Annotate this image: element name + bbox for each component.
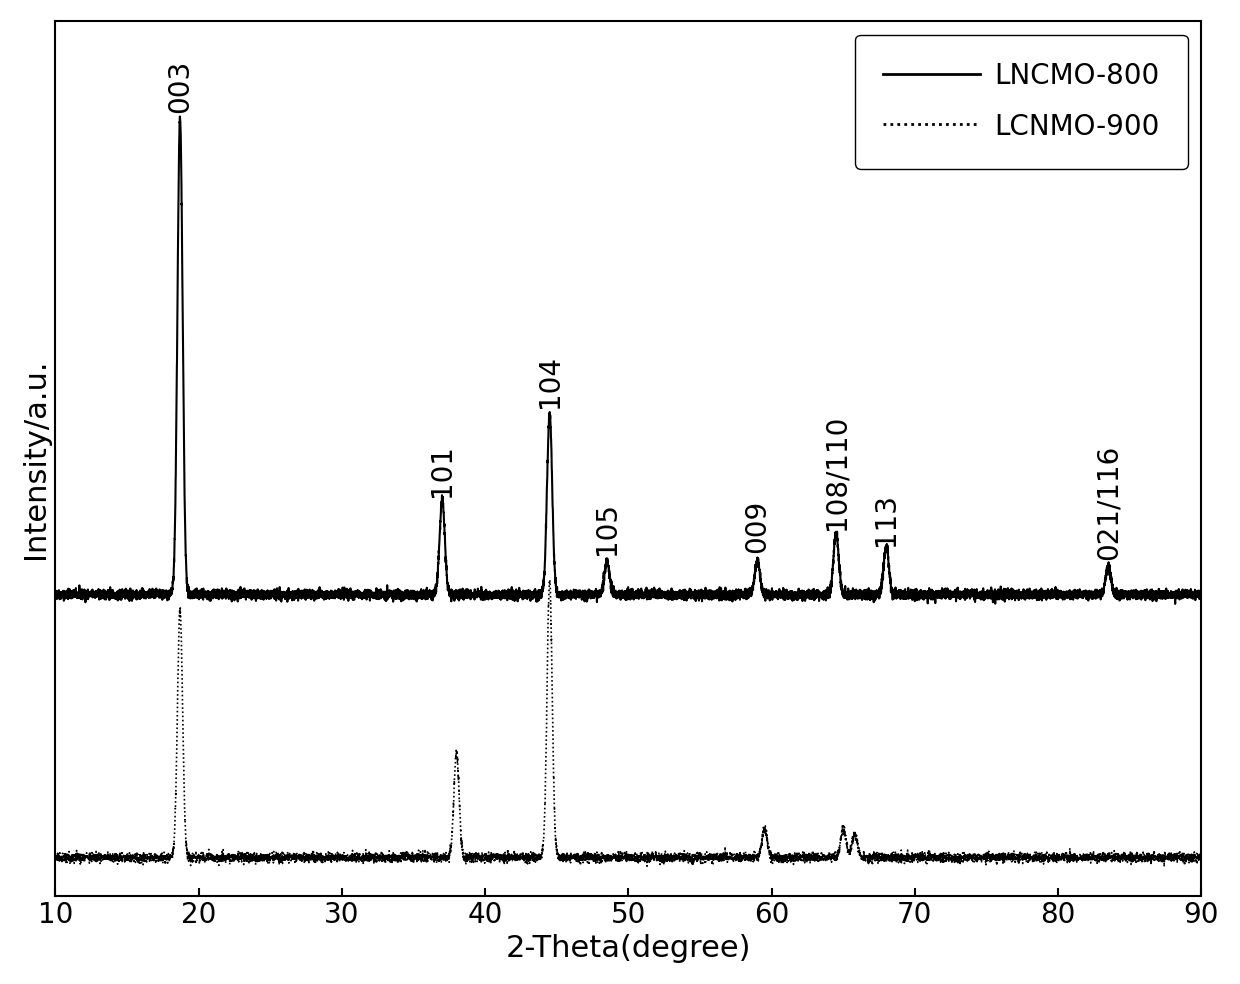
LCNMO-900 (1157, 861, 1172, 873)
X-axis label: 2-Theta(degree): 2-Theta(degree) (506, 934, 751, 963)
LCNMO-900 (1133, 854, 1148, 866)
Line: LCNMO-900: LCNMO-900 (56, 581, 1202, 867)
Line: LNCMO-800: LNCMO-800 (56, 116, 1202, 604)
Text: 104: 104 (536, 354, 564, 407)
LNCMO-800 (53, 590, 68, 602)
Text: 021/116: 021/116 (1095, 445, 1122, 560)
LNCMO-800 (1133, 587, 1148, 599)
LCNMO-900 (117, 851, 131, 863)
Legend: LNCMO-800, LCNMO-900: LNCMO-800, LCNMO-900 (856, 34, 1188, 168)
LCNMO-900 (273, 851, 288, 863)
LCNMO-900 (95, 851, 110, 863)
LNCMO-800 (1168, 598, 1183, 610)
LCNMO-900 (542, 575, 557, 586)
LNCMO-800 (1194, 587, 1209, 599)
Text: 101: 101 (428, 444, 456, 497)
LNCMO-800 (273, 588, 288, 600)
LNCMO-800 (609, 587, 624, 599)
Text: 009: 009 (743, 500, 771, 553)
LNCMO-800 (95, 587, 110, 599)
LNCMO-800 (172, 110, 187, 122)
Text: 105: 105 (593, 502, 621, 555)
Text: 003: 003 (166, 59, 193, 113)
LCNMO-900 (48, 853, 63, 865)
LCNMO-900 (53, 851, 68, 863)
Y-axis label: Intensity/a.u.: Intensity/a.u. (21, 358, 50, 559)
Text: 108/110: 108/110 (822, 414, 851, 529)
LNCMO-800 (117, 589, 131, 601)
Text: 113: 113 (872, 493, 900, 545)
LNCMO-800 (48, 587, 63, 599)
LCNMO-900 (609, 853, 624, 865)
LCNMO-900 (1194, 855, 1209, 867)
